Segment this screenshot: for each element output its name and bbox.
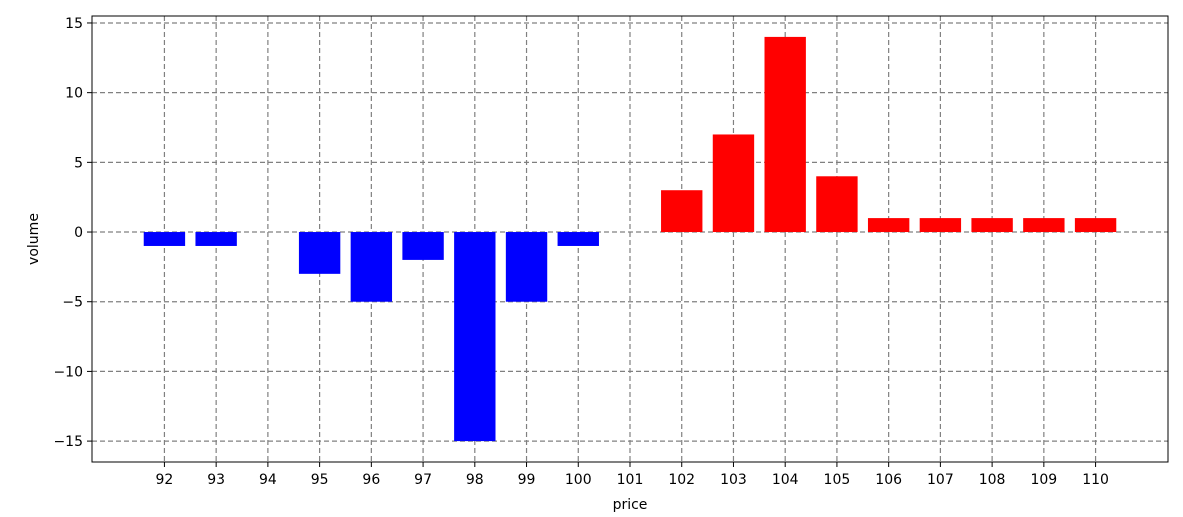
bar-110 [1074,218,1117,233]
bar-95 [298,232,341,274]
x-tick-label: 105 [824,472,851,488]
x-tick-label: 97 [414,472,432,488]
x-tick-label: 109 [1030,472,1057,488]
x-tick-label: 93 [207,472,225,488]
bar-106 [867,218,910,233]
x-tick-label: 101 [617,472,644,488]
bar-104 [764,36,806,233]
y-tick-label: 5 [74,155,83,171]
y-tick-label: 0 [74,225,83,241]
bar-105 [816,176,858,233]
x-tick-label: 102 [668,472,695,488]
bar-97 [402,232,444,260]
x-tick-label: 100 [565,472,592,488]
x-tick-label: 106 [875,472,902,488]
x-tick-label: 107 [927,472,954,488]
x-tick-label: 94 [259,472,277,488]
x-axis: 92 93 94 95 96 97 98 99 100 101 102 103 104 105 106 107… [156,462,1109,488]
x-tick-label: 104 [772,472,799,488]
y-tick-label: −5 [62,295,83,311]
x-tick-label: 103 [720,472,747,488]
grid [92,16,1168,462]
x-tick-label: 108 [979,472,1006,488]
x-tick-label: 92 [156,472,174,488]
bar-98 [454,232,496,442]
x-tick-label: 99 [518,472,536,488]
bar-102 [661,190,703,233]
bar-103 [712,134,755,233]
y-axis-label: volume [26,213,42,265]
y-tick-label: −10 [53,364,83,380]
bar-107 [919,218,962,233]
x-axis-label: price [613,497,648,513]
x-tick-label: 95 [311,472,329,488]
bar-92 [143,232,186,246]
x-tick-label: 98 [466,472,484,488]
y-axis: −15 −10 −5 0 5 10 15 [53,16,92,450]
bar-100 [557,232,599,246]
bar-109 [1023,218,1065,233]
bar-96 [350,232,393,302]
y-tick-label: 15 [65,16,83,32]
x-tick-label: 96 [362,472,380,488]
bar-108 [971,218,1013,233]
bars [143,36,1117,442]
x-tick-label: 110 [1082,472,1109,488]
bar-99 [505,232,548,302]
y-tick-label: −15 [53,434,83,450]
y-tick-label: 10 [65,86,83,102]
bar-93 [195,232,237,246]
